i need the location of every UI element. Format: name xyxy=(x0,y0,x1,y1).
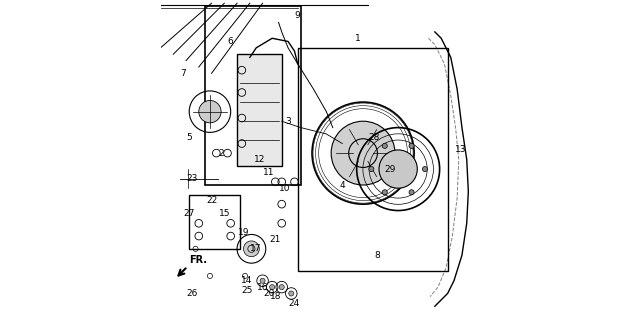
Bar xyxy=(237,54,282,166)
Text: 14: 14 xyxy=(241,276,252,285)
Circle shape xyxy=(289,291,294,296)
Text: 11: 11 xyxy=(263,168,275,177)
Bar xyxy=(298,48,447,271)
Text: 4: 4 xyxy=(339,181,345,189)
Circle shape xyxy=(409,190,414,195)
Text: FR.: FR. xyxy=(189,255,207,265)
Text: 18: 18 xyxy=(269,292,281,301)
Text: 24: 24 xyxy=(289,299,300,308)
Circle shape xyxy=(199,100,221,123)
Circle shape xyxy=(269,285,275,290)
Text: 15: 15 xyxy=(218,209,230,218)
Text: 21: 21 xyxy=(269,235,281,244)
Text: 8: 8 xyxy=(374,251,380,260)
Circle shape xyxy=(409,143,414,148)
Text: 17: 17 xyxy=(250,244,262,253)
Text: 9: 9 xyxy=(295,11,301,20)
Text: 7: 7 xyxy=(180,69,186,78)
Bar xyxy=(189,195,240,249)
Circle shape xyxy=(331,121,395,185)
Text: 13: 13 xyxy=(454,145,466,154)
Text: 10: 10 xyxy=(279,184,291,193)
Text: 12: 12 xyxy=(253,155,265,164)
Bar xyxy=(205,6,301,185)
Circle shape xyxy=(382,143,387,148)
Text: 25: 25 xyxy=(241,286,252,295)
Text: 3: 3 xyxy=(285,117,291,126)
Circle shape xyxy=(260,278,265,283)
Text: 23: 23 xyxy=(187,174,198,183)
Circle shape xyxy=(243,241,259,257)
Text: 20: 20 xyxy=(263,289,275,298)
Circle shape xyxy=(369,167,374,172)
Text: 16: 16 xyxy=(257,283,268,292)
Text: 29: 29 xyxy=(385,165,396,174)
Text: 26: 26 xyxy=(187,289,198,298)
Text: 2: 2 xyxy=(218,149,224,158)
Text: 6: 6 xyxy=(228,37,234,46)
Text: 27: 27 xyxy=(184,209,195,218)
Text: 28: 28 xyxy=(369,133,380,142)
Circle shape xyxy=(422,167,428,172)
Text: 1: 1 xyxy=(355,34,361,43)
Text: 22: 22 xyxy=(206,197,217,205)
Circle shape xyxy=(279,285,284,290)
Text: 19: 19 xyxy=(237,228,249,237)
Text: 5: 5 xyxy=(186,133,192,142)
Circle shape xyxy=(382,190,387,195)
Circle shape xyxy=(379,150,417,188)
